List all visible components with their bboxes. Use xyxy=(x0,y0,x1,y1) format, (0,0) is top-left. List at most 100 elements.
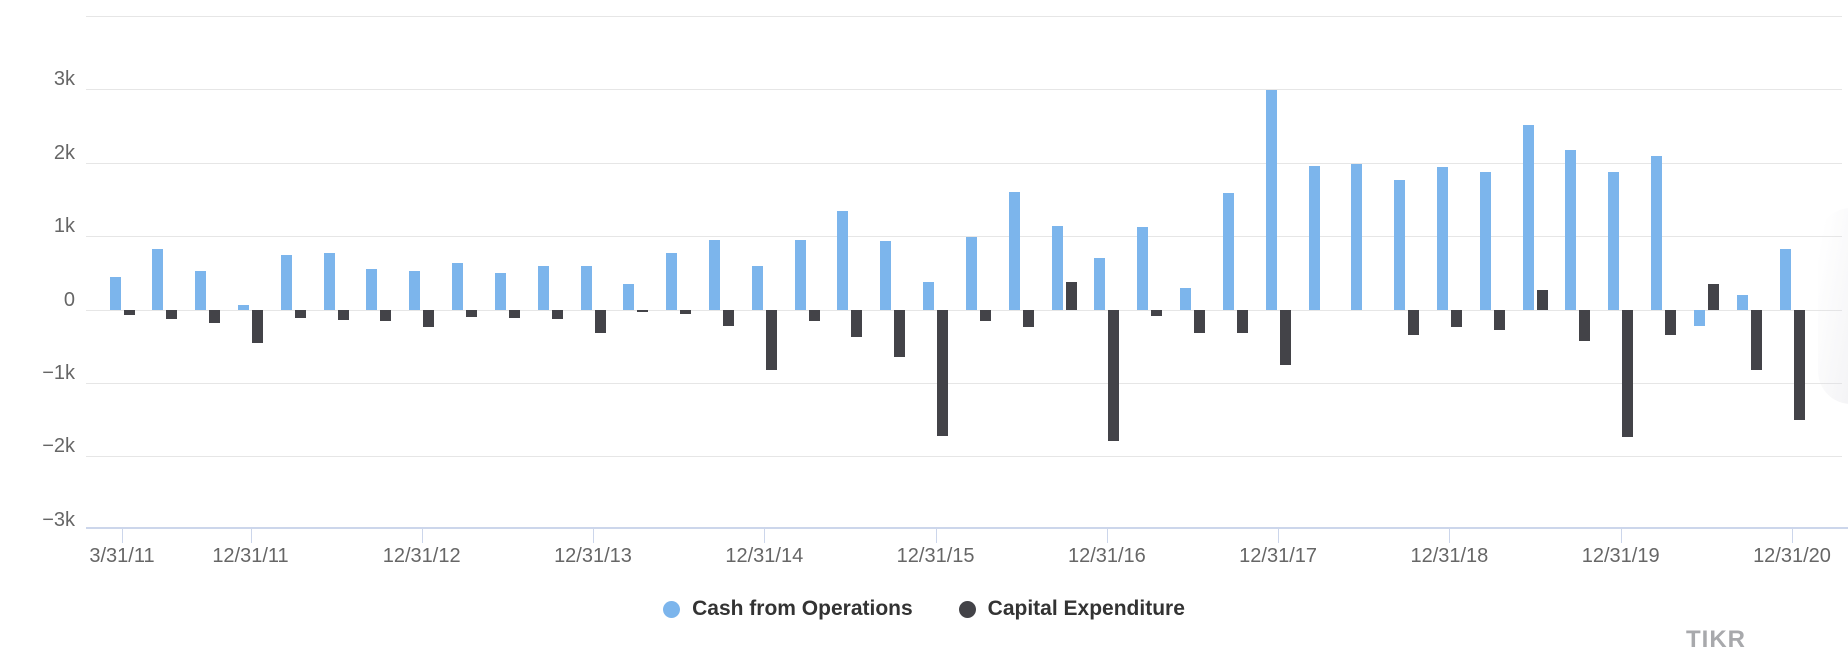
bar-capital-expenditure[interactable] xyxy=(1279,309,1291,366)
chart-legend: Cash from Operations Capital Expenditure xyxy=(0,596,1848,622)
bar-capital-expenditure[interactable] xyxy=(1707,283,1719,310)
x-axis-tick xyxy=(935,527,937,543)
bar-capital-expenditure[interactable] xyxy=(1022,309,1034,328)
bar-capital-expenditure[interactable] xyxy=(1194,309,1205,334)
bar-capital-expenditure[interactable] xyxy=(1536,289,1548,310)
bar-cash-from-operations[interactable] xyxy=(709,239,720,310)
bar-cash-from-operations[interactable] xyxy=(537,266,549,310)
bar-capital-expenditure[interactable] xyxy=(1622,309,1634,437)
bar-capital-expenditure[interactable] xyxy=(851,309,863,338)
bar-cash-from-operations[interactable] xyxy=(1479,171,1491,310)
bar-capital-expenditure[interactable] xyxy=(252,309,263,344)
bar-cash-from-operations[interactable] xyxy=(623,283,635,310)
bar-capital-expenditure[interactable] xyxy=(680,309,692,314)
bar-capital-expenditure[interactable] xyxy=(1793,309,1805,421)
bar-capital-expenditure[interactable] xyxy=(1408,309,1420,335)
bar-capital-expenditure[interactable] xyxy=(380,309,392,321)
bar-cash-from-operations[interactable] xyxy=(452,263,464,310)
x-axis-label: 12/31/15 xyxy=(896,545,975,567)
bar-cash-from-operations[interactable] xyxy=(1265,90,1277,310)
bar-cash-from-operations[interactable] xyxy=(666,252,678,310)
x-axis-tick xyxy=(250,527,252,543)
x-axis-label: 12/31/14 xyxy=(725,545,804,567)
bar-cash-from-operations[interactable] xyxy=(195,270,207,310)
legend-item-capital-expenditure[interactable]: Capital Expenditure xyxy=(958,596,1185,622)
bar-capital-expenditure[interactable] xyxy=(1493,309,1505,331)
bar-capital-expenditure[interactable] xyxy=(209,309,221,324)
bar-cash-from-operations[interactable] xyxy=(1522,125,1534,310)
bar-capital-expenditure[interactable] xyxy=(637,309,649,313)
bar-cash-from-operations[interactable] xyxy=(1180,288,1191,310)
legend-label-capital-expenditure: Capital Expenditure xyxy=(987,597,1185,620)
bar-capital-expenditure[interactable] xyxy=(765,309,777,371)
gridline xyxy=(86,309,1842,311)
x-axis-label: 12/31/17 xyxy=(1239,545,1318,567)
bar-capital-expenditure[interactable] xyxy=(1750,309,1762,370)
gridline xyxy=(86,236,1842,238)
bar-capital-expenditure[interactable] xyxy=(894,309,906,357)
bar-capital-expenditure[interactable] xyxy=(508,309,520,318)
bar-cash-from-operations[interactable] xyxy=(1436,167,1448,310)
y-axis-label: 1k xyxy=(53,215,75,238)
bar-capital-expenditure[interactable] xyxy=(1450,309,1462,328)
bar-cash-from-operations[interactable] xyxy=(494,272,506,310)
bar-capital-expenditure[interactable] xyxy=(423,309,435,328)
bar-capital-expenditure[interactable] xyxy=(1236,309,1248,334)
bar-cash-from-operations[interactable] xyxy=(152,249,164,310)
bar-capital-expenditure[interactable] xyxy=(979,309,991,322)
bar-cash-from-operations[interactable] xyxy=(1565,150,1577,310)
bar-cash-from-operations[interactable] xyxy=(1779,249,1791,310)
x-axis-tick xyxy=(421,527,423,543)
bar-capital-expenditure[interactable] xyxy=(551,309,563,320)
bar-cash-from-operations[interactable] xyxy=(1608,171,1620,310)
bar-capital-expenditure[interactable] xyxy=(1665,309,1676,335)
bar-cash-from-operations[interactable] xyxy=(837,211,849,310)
bar-capital-expenditure[interactable] xyxy=(337,309,349,320)
bar-capital-expenditure[interactable] xyxy=(466,309,478,317)
bar-cash-from-operations[interactable] xyxy=(1693,309,1705,327)
bar-cash-from-operations[interactable] xyxy=(366,269,378,310)
bar-cash-from-operations[interactable] xyxy=(1308,165,1320,310)
x-axis-label: 12/31/19 xyxy=(1581,545,1660,567)
bar-cash-from-operations[interactable] xyxy=(794,239,806,310)
bar-cash-from-operations[interactable] xyxy=(580,266,592,310)
bar-capital-expenditure[interactable] xyxy=(723,309,734,327)
bar-cash-from-operations[interactable] xyxy=(238,305,249,310)
x-axis-tick xyxy=(1620,527,1622,543)
bar-cash-from-operations[interactable] xyxy=(965,236,977,310)
bar-cash-from-operations[interactable] xyxy=(1351,163,1363,310)
bar-capital-expenditure[interactable] xyxy=(123,309,135,316)
gridline xyxy=(86,383,1842,384)
y-axis-label: −2k xyxy=(42,435,75,458)
bar-capital-expenditure[interactable] xyxy=(1579,309,1591,342)
bar-cash-from-operations[interactable] xyxy=(409,270,421,310)
y-axis-label: −3k xyxy=(42,508,75,531)
x-axis-label: 12/31/16 xyxy=(1067,545,1146,567)
bar-cash-from-operations[interactable] xyxy=(923,281,935,310)
bar-cash-from-operations[interactable] xyxy=(1008,192,1020,310)
bar-cash-from-operations[interactable] xyxy=(323,252,335,310)
bar-cash-from-operations[interactable] xyxy=(1651,155,1662,310)
legend-item-cash-from-operations[interactable]: Cash from Operations xyxy=(663,596,913,622)
bar-capital-expenditure[interactable] xyxy=(594,309,606,334)
bar-cash-from-operations[interactable] xyxy=(880,241,892,310)
bar-cash-from-operations[interactable] xyxy=(751,266,763,310)
gridline xyxy=(86,162,1842,164)
bar-cash-from-operations[interactable] xyxy=(1222,192,1234,310)
bar-cash-from-operations[interactable] xyxy=(109,276,121,310)
x-axis-tick xyxy=(764,527,766,543)
bar-cash-from-operations[interactable] xyxy=(1394,179,1406,310)
bar-cash-from-operations[interactable] xyxy=(1736,294,1748,310)
bar-cash-from-operations[interactable] xyxy=(1137,227,1149,310)
bar-cash-from-operations[interactable] xyxy=(280,254,292,310)
bar-capital-expenditure[interactable] xyxy=(937,309,949,436)
bar-cash-from-operations[interactable] xyxy=(1051,225,1063,310)
bar-capital-expenditure[interactable] xyxy=(1151,309,1163,317)
bar-capital-expenditure[interactable] xyxy=(1065,281,1077,310)
bar-capital-expenditure[interactable] xyxy=(294,309,306,318)
x-axis-label: 12/31/12 xyxy=(382,545,461,567)
bar-capital-expenditure[interactable] xyxy=(808,309,820,321)
bar-capital-expenditure[interactable] xyxy=(166,309,178,319)
bar-cash-from-operations[interactable] xyxy=(1094,258,1106,310)
bar-capital-expenditure[interactable] xyxy=(1108,309,1120,441)
